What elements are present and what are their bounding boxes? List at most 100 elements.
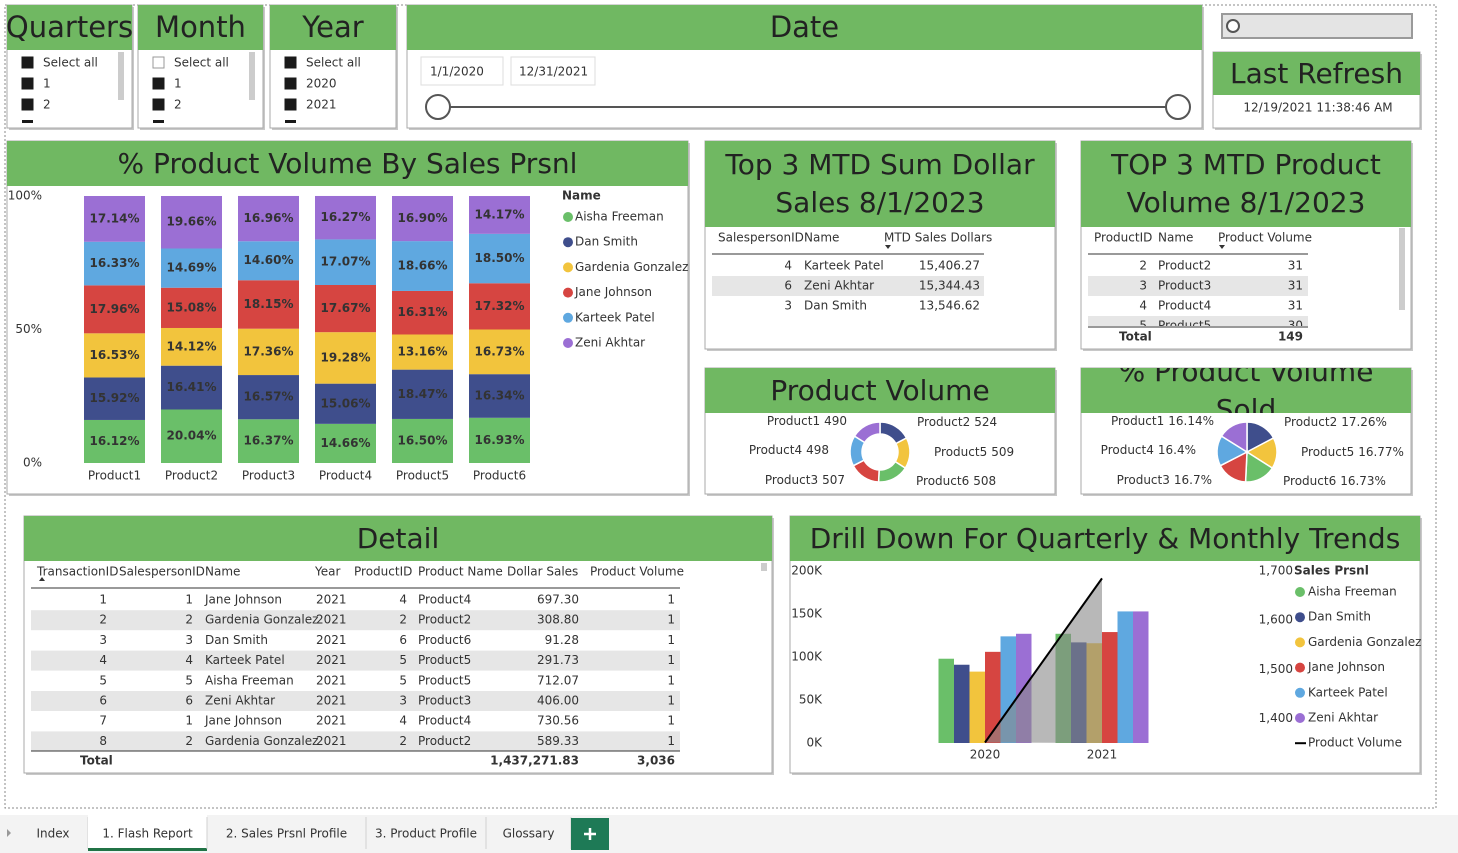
table-cell: 4 (185, 653, 193, 667)
tab[interactable]: Index (36, 827, 69, 841)
y2-tick-label: 1,400 (1259, 711, 1293, 725)
line (984, 577, 1103, 744)
table-cell: Dollar Sales (507, 565, 578, 579)
table-cell: Zeni Akhtar (205, 694, 275, 708)
table-cell: 5 (399, 673, 407, 687)
table-cell: 1 (185, 593, 193, 607)
date-box[interactable] (510, 56, 596, 86)
slicer-item[interactable]: 2 (43, 98, 51, 112)
checkbox[interactable] (284, 77, 297, 90)
checkbox[interactable] (21, 98, 34, 111)
table-cell: 730.56 (537, 714, 579, 728)
slice-label: Product1 490 (767, 414, 847, 428)
panel-header (407, 5, 1202, 50)
bar-segment (238, 375, 299, 420)
bar-segment (392, 196, 453, 242)
checkbox[interactable] (21, 56, 34, 69)
data-label: 15.06% (321, 396, 371, 410)
table-cell: 589.33 (537, 734, 579, 748)
tab[interactable]: 1. Flash Report (102, 827, 193, 841)
data-label: 16.96% (244, 211, 294, 225)
sort-caret (39, 577, 45, 581)
slicer-item[interactable]: 1 (174, 77, 182, 91)
table-cell: Name (1158, 231, 1193, 245)
bar-segment (84, 241, 145, 286)
panel-title: % Product Volume By Sales Prsnl (117, 146, 578, 180)
slicer-item[interactable]: Select all (174, 56, 229, 70)
data-label: 17.07% (321, 255, 371, 269)
checkbox[interactable] (152, 56, 165, 69)
bar-segment (84, 333, 145, 378)
table-cell: 712.07 (537, 673, 579, 687)
table-cell: 2021 (316, 694, 347, 708)
slicer-item[interactable]: 2021 (306, 98, 337, 112)
row-shade (31, 691, 680, 711)
data-label: 16.33% (90, 256, 140, 270)
checkbox[interactable] (152, 77, 165, 90)
checkbox[interactable] (152, 98, 165, 111)
table-cell: 31 (1288, 279, 1303, 293)
toggle[interactable] (1221, 13, 1413, 39)
x-tick-label: Product6 (473, 469, 526, 483)
bar-segment (161, 409, 222, 463)
data-label: 16.57% (244, 390, 294, 404)
table-cell: 1 (667, 694, 675, 708)
slicer-item[interactable]: 1 (43, 77, 51, 91)
table-cell: Product2 (1158, 259, 1211, 273)
tab[interactable]: 3. Product Profile (375, 827, 477, 841)
table-cell: Product3 (1158, 279, 1211, 293)
bar-segment (84, 285, 145, 334)
data-label: 18.47% (398, 387, 448, 401)
table-cell: Name (205, 565, 240, 579)
active-underline (88, 848, 207, 851)
data-label: 14.17% (475, 207, 525, 221)
table-cell: 1 (667, 633, 675, 647)
table-cell: Product4 (418, 714, 471, 728)
slicer-item[interactable]: Select all (43, 56, 98, 70)
table-cell: 3 (784, 299, 792, 313)
table-cell: 2 (1139, 259, 1147, 273)
table-cell: Karteek Patel (205, 653, 285, 667)
table-cell: 697.30 (537, 593, 579, 607)
y-tick-label: 0K (806, 736, 823, 750)
table-cell: 1 (667, 613, 675, 627)
slice-value: 524 (974, 415, 997, 429)
panel-title: Date (769, 9, 840, 44)
bar (1102, 632, 1118, 743)
data-label: 16.37% (244, 434, 294, 448)
date-box[interactable] (420, 56, 504, 86)
slicer-item[interactable]: 2020 (306, 77, 337, 91)
bar (954, 664, 970, 743)
table-cell: Product5 (1158, 319, 1211, 333)
table-cell: 8 (99, 734, 107, 748)
bar-segment (238, 328, 299, 376)
checkbox[interactable] (284, 56, 297, 69)
table-cell: Total (80, 754, 113, 768)
table-cell: 291.73 (537, 653, 579, 667)
tab[interactable]: 2. Sales Prsnl Profile (226, 827, 347, 841)
legend-swatch (563, 212, 573, 222)
panel-header-box: Quarters (7, 10, 132, 44)
checkbox[interactable] (284, 98, 297, 111)
panel-header-box: Top 3 MTD Sum Dollar Sales 8/1/2023 (725, 148, 1034, 219)
table-cell: 5 (99, 673, 107, 687)
slider-handle[interactable] (1165, 94, 1191, 120)
slider-handle[interactable] (425, 94, 451, 120)
legend-label: Aisha Freeman (1308, 585, 1397, 599)
slicer-clip (271, 119, 395, 127)
slicer-item[interactable]: 2 (174, 98, 182, 112)
panel-header (270, 5, 396, 50)
panel-title: Detail (356, 521, 440, 555)
slicer-item[interactable]: Select all (306, 56, 361, 70)
tab[interactable]: Glossary (503, 827, 555, 841)
table-cell: 4 (99, 653, 107, 667)
slice-value: 16.4% (1158, 443, 1196, 457)
panel-header (1213, 52, 1420, 95)
sort-caret (1219, 245, 1225, 249)
bar-segment (392, 334, 453, 370)
data-label: 16.12% (90, 434, 140, 448)
data-label: 17.67% (321, 301, 371, 315)
x-tick-label: Product4 (319, 469, 372, 483)
table-cell: 1 (667, 734, 675, 748)
checkbox[interactable] (21, 77, 34, 90)
